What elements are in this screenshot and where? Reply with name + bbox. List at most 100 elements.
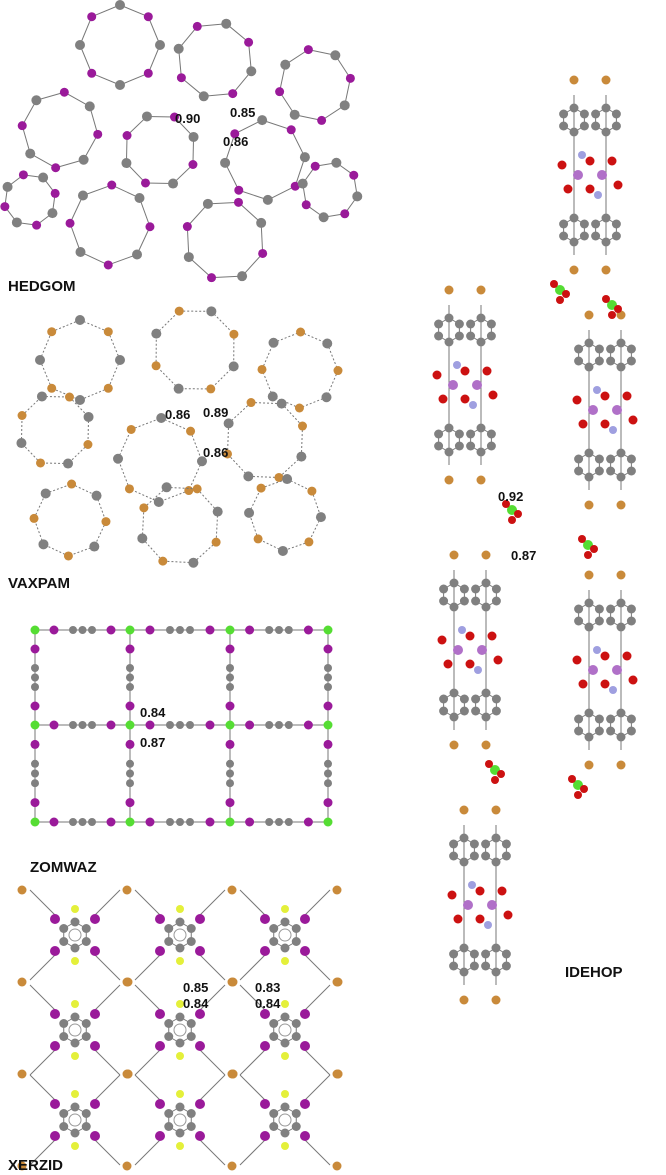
atom	[245, 720, 255, 730]
atom	[139, 503, 149, 513]
atom	[257, 115, 268, 126]
aromatic-ring	[68, 1023, 82, 1037]
bond	[79, 44, 93, 74]
atom	[155, 1131, 165, 1141]
atom	[38, 539, 49, 550]
atom	[123, 1069, 133, 1079]
bond	[281, 403, 303, 427]
atom	[434, 441, 444, 451]
atom	[493, 655, 503, 665]
atom	[606, 344, 616, 354]
atom	[176, 818, 184, 826]
atom	[226, 779, 234, 788]
atom	[303, 45, 313, 55]
atom	[75, 40, 85, 50]
atom	[125, 701, 135, 711]
atom	[265, 721, 274, 729]
distance-label: 0.86	[203, 445, 228, 460]
atom	[572, 655, 582, 665]
bond	[29, 984, 58, 1013]
atom	[30, 644, 40, 654]
atom	[195, 1009, 205, 1019]
atom	[606, 454, 616, 464]
atom	[321, 392, 332, 403]
bond	[186, 203, 209, 227]
aromatic-ring	[68, 1113, 82, 1127]
atom	[569, 103, 579, 113]
atom	[444, 475, 454, 485]
atom	[559, 109, 569, 119]
atom	[63, 458, 74, 469]
atom	[508, 516, 516, 524]
atom	[584, 551, 592, 559]
bond	[197, 889, 226, 918]
atom	[557, 160, 567, 170]
atom	[459, 833, 469, 843]
atom	[578, 679, 588, 689]
atom	[491, 776, 499, 784]
bond	[39, 359, 53, 389]
atom	[322, 338, 333, 349]
atom	[443, 659, 453, 669]
atom	[175, 1102, 185, 1112]
atom	[449, 839, 459, 849]
atom	[488, 390, 498, 400]
atom	[481, 602, 491, 612]
atom	[38, 172, 49, 183]
atom	[453, 361, 461, 369]
atom	[226, 683, 234, 691]
atom	[223, 449, 233, 459]
atom	[106, 720, 116, 730]
atom	[579, 231, 589, 241]
bond	[278, 456, 302, 478]
atom	[143, 68, 153, 78]
atom	[50, 1009, 60, 1019]
bond	[215, 511, 219, 543]
atom	[176, 1142, 184, 1150]
bond	[262, 119, 292, 131]
atom	[466, 331, 476, 341]
atom	[17, 1069, 27, 1079]
atom	[155, 946, 165, 956]
atom	[491, 694, 501, 704]
bond	[302, 984, 331, 1013]
atom	[17, 121, 27, 131]
bond	[92, 984, 121, 1013]
atom	[477, 645, 487, 655]
atom	[481, 740, 491, 750]
atom	[454, 429, 464, 439]
atom	[125, 817, 135, 827]
atom	[573, 170, 583, 180]
atom	[65, 392, 75, 402]
atom	[87, 68, 97, 78]
bond	[21, 442, 41, 464]
atom	[225, 739, 235, 749]
atom	[454, 319, 464, 329]
atom	[591, 231, 601, 241]
atom	[71, 1142, 79, 1150]
atom	[88, 818, 96, 826]
atom	[70, 917, 80, 927]
atom	[124, 484, 134, 494]
atom	[265, 818, 274, 826]
atom	[30, 625, 40, 635]
atom	[280, 1012, 290, 1022]
atom	[574, 714, 584, 724]
atom	[88, 721, 96, 729]
bond	[211, 275, 243, 279]
atom	[300, 1009, 310, 1019]
atom	[75, 395, 85, 405]
atom	[195, 1041, 205, 1051]
atom	[90, 1131, 100, 1141]
atom	[476, 475, 486, 485]
atom	[125, 720, 135, 730]
atom	[609, 426, 617, 434]
atom	[584, 732, 594, 742]
atom	[469, 839, 479, 849]
atom	[556, 296, 564, 304]
atom	[286, 125, 296, 135]
atom	[476, 447, 486, 457]
atom	[151, 328, 162, 339]
atom	[50, 914, 60, 924]
